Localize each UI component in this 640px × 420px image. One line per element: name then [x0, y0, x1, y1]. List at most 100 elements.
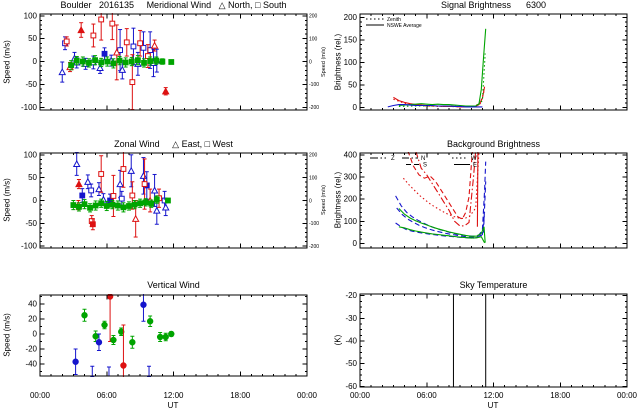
data-point	[120, 324, 127, 377]
axes	[359, 14, 628, 110]
data-point	[84, 174, 92, 190]
data-point	[128, 56, 135, 67]
plot-area	[58, 13, 175, 111]
y-tick-label: 200	[344, 195, 358, 204]
y-tick-label: 100	[344, 217, 358, 226]
data-point	[98, 13, 105, 41]
panel-meridional-wind: 100 50 0 -50 -100 200 100 0 -100 -200	[21, 11, 319, 111]
data-point	[161, 87, 170, 96]
x-tick-label: 18:00	[550, 391, 571, 400]
y-tick-label: -20	[345, 291, 357, 300]
data-point	[123, 28, 130, 57]
data-point	[89, 218, 96, 231]
y-tick-label: 50	[28, 34, 37, 43]
y-tick-label: 0	[33, 57, 38, 66]
y-axis-label-brightness-signal: Brightness (rel.)	[333, 33, 343, 91]
x-tick-label: 00:00	[30, 391, 51, 400]
data-point	[110, 58, 117, 69]
plot-area	[395, 152, 487, 244]
plot-area	[72, 294, 175, 377]
data-series	[402, 152, 480, 220]
data-point	[63, 36, 70, 47]
y-tick-label: 0	[353, 239, 358, 248]
data-point	[81, 199, 88, 210]
y2-tick-label: -100	[309, 221, 319, 227]
panel-background-brightness: 400 300 200 100 0 Z NS WE	[344, 150, 628, 249]
y2-tick-label: -200	[309, 244, 319, 250]
legend-label: E	[473, 163, 477, 169]
plot-area	[70, 152, 171, 238]
data-point	[129, 335, 136, 349]
y-tick-label: 40	[28, 300, 37, 309]
legend-label: W	[471, 156, 477, 162]
data-point	[131, 200, 138, 210]
data-point	[98, 155, 105, 193]
data-point	[162, 332, 169, 342]
data-series	[398, 208, 486, 243]
data-series	[476, 152, 479, 227]
y-tick-label: 400	[344, 150, 358, 159]
y-tick-label: 20	[28, 315, 37, 324]
data-point	[88, 183, 95, 198]
axes	[359, 153, 628, 249]
data-point	[122, 57, 129, 68]
data-point	[126, 201, 132, 211]
data-point	[104, 56, 111, 67]
legend-label: S	[423, 163, 427, 169]
legend-label: Z	[391, 156, 395, 162]
data-point	[137, 198, 144, 208]
data-point	[58, 61, 67, 83]
y-axis-label-kelvin-skytemp: (K)	[333, 334, 343, 346]
data-point	[77, 22, 85, 38]
y2-axis-label-speed-meridional: Speed (m/s)	[321, 47, 327, 77]
data-point	[109, 200, 116, 210]
legend-label: NSWE Average	[387, 23, 422, 29]
y2-tick-label: 200	[309, 153, 318, 159]
data-point	[147, 365, 152, 377]
data-point	[109, 13, 116, 41]
data-series	[398, 28, 487, 107]
data-point	[150, 39, 159, 52]
data-point	[90, 23, 97, 48]
axes	[39, 295, 308, 376]
x-tick-label: 18:00	[230, 391, 251, 400]
data-point	[90, 365, 95, 377]
data-point	[120, 152, 127, 188]
panel-zonal-wind: 100 50 0 -50 -100 200 100 0 -100 -200	[21, 150, 319, 250]
data-point	[153, 195, 160, 204]
data-point	[95, 182, 103, 196]
plot-area	[452, 294, 487, 387]
data-point	[153, 56, 160, 65]
legend-label: Zenith	[387, 17, 401, 23]
data-point	[135, 55, 141, 66]
data-point	[146, 315, 154, 327]
y2-tick-label: 100	[309, 175, 318, 181]
panel-title-vertical-wind: Vertical Wind	[147, 280, 200, 290]
data-point	[141, 58, 147, 68]
y-tick-label: 50	[28, 173, 37, 182]
data-point	[159, 58, 166, 65]
y2-tick-label: 200	[309, 14, 318, 20]
data-point	[103, 200, 110, 212]
x-tick-label: 12:00	[483, 391, 504, 400]
data-point	[110, 335, 117, 345]
y-axis-label-brightness-background: Brightness (rel.)	[333, 171, 343, 229]
axes	[39, 153, 308, 248]
data-point	[142, 198, 149, 207]
panel-title-meridional-wind: Boulder 2016135 Meridional Wind △ North,…	[60, 0, 287, 10]
y-tick-label: 50	[348, 80, 357, 89]
data-series	[407, 152, 473, 220]
y-tick-label: -30	[345, 314, 357, 323]
plot-frame	[359, 293, 628, 388]
data-point	[114, 200, 121, 211]
x-tick-label: 00:00	[617, 391, 638, 400]
y-tick-label: 150	[344, 36, 358, 45]
y2-tick-label: -200	[309, 105, 319, 111]
y-axis-label-speed-zonal: Speed (m/s)	[2, 178, 12, 222]
y-tick-label: 100	[24, 11, 38, 20]
data-series	[398, 53, 486, 107]
data-series	[415, 152, 477, 227]
y-tick-label: -60	[345, 382, 357, 391]
y-tick-label: 0	[33, 196, 38, 205]
x-axis-label-ut-left: UT	[167, 401, 179, 410]
